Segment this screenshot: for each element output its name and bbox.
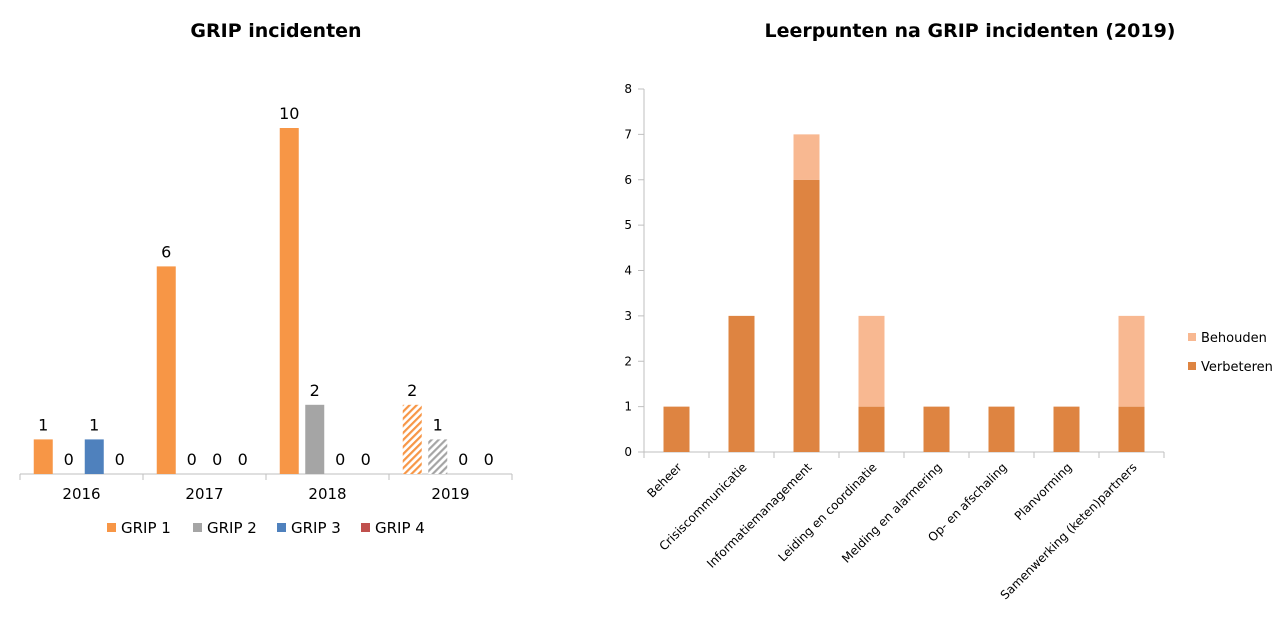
data-label: 0	[64, 450, 74, 469]
data-label: 0	[212, 450, 222, 469]
data-label: 1	[38, 415, 48, 434]
legend-swatch	[1188, 333, 1196, 341]
bar-segment	[988, 406, 1015, 452]
right-chart-title: Leerpunten na GRIP incidenten (2019)	[764, 20, 1176, 42]
bar	[33, 439, 53, 474]
left-chart-title: GRIP incidenten	[190, 20, 362, 42]
x-tick-label: Samenwerking (keten)partners	[998, 460, 1140, 602]
legend-label: GRIP 3	[291, 519, 341, 537]
legend-label: Verbeteren	[1201, 360, 1273, 375]
bar-segment	[1118, 406, 1145, 452]
x-tick-label: 2017	[185, 485, 223, 503]
bar-segment	[858, 406, 885, 452]
data-label: 1	[89, 415, 99, 434]
y-tick-label: 0	[624, 445, 632, 459]
bar-segment	[728, 315, 755, 452]
bar	[84, 439, 104, 474]
legend-label: Behouden	[1201, 331, 1267, 346]
x-tick-label: 2016	[62, 485, 100, 503]
y-tick-label: 5	[624, 218, 632, 232]
data-label: 1	[433, 415, 443, 434]
data-label: 0	[361, 450, 371, 469]
data-label: 0	[458, 450, 468, 469]
data-label: 0	[238, 450, 248, 469]
y-tick-label: 2	[624, 354, 632, 368]
bar-segment	[923, 406, 950, 452]
legend-swatch	[1188, 362, 1196, 370]
data-label: 6	[161, 242, 171, 261]
y-tick-label: 8	[624, 82, 632, 96]
legend-label: GRIP 4	[375, 519, 425, 537]
y-tick-label: 4	[624, 264, 632, 278]
y-tick-label: 3	[624, 309, 632, 323]
bar-segment	[663, 406, 690, 452]
legend-label: GRIP 1	[121, 519, 171, 537]
data-label: 10	[279, 104, 299, 123]
x-tick-label: Informatiemanagement	[704, 460, 815, 571]
legend-swatch	[277, 523, 286, 532]
data-label: 2	[310, 381, 320, 400]
bar-segment	[793, 134, 820, 180]
bar-segment	[1118, 315, 1145, 407]
bar-segment	[858, 315, 885, 407]
bar	[402, 404, 422, 474]
legend-swatch	[361, 523, 370, 532]
bar	[279, 128, 299, 474]
data-label: 0	[187, 450, 197, 469]
bar-segment	[1053, 406, 1080, 452]
data-label: 0	[115, 450, 125, 469]
bar	[156, 266, 176, 474]
y-tick-label: 1	[624, 400, 632, 414]
data-label: 0	[484, 450, 494, 469]
y-tick-label: 6	[624, 173, 632, 187]
right-chart: 012345678BeheerCrisiscommunicatieInforma…	[624, 82, 1273, 602]
x-tick-label: Planvorming	[1012, 460, 1075, 523]
bar	[428, 439, 448, 474]
x-tick-label: Beheer	[644, 460, 684, 500]
legend-label: GRIP 2	[207, 519, 257, 537]
x-tick-label: 2019	[431, 485, 469, 503]
x-tick-label: 2018	[308, 485, 346, 503]
y-tick-label: 7	[624, 127, 632, 141]
legend-swatch	[193, 523, 202, 532]
data-label: 0	[335, 450, 345, 469]
bar	[305, 404, 325, 474]
data-label: 2	[407, 381, 417, 400]
legend-swatch	[107, 523, 116, 532]
bar-segment	[793, 179, 820, 452]
